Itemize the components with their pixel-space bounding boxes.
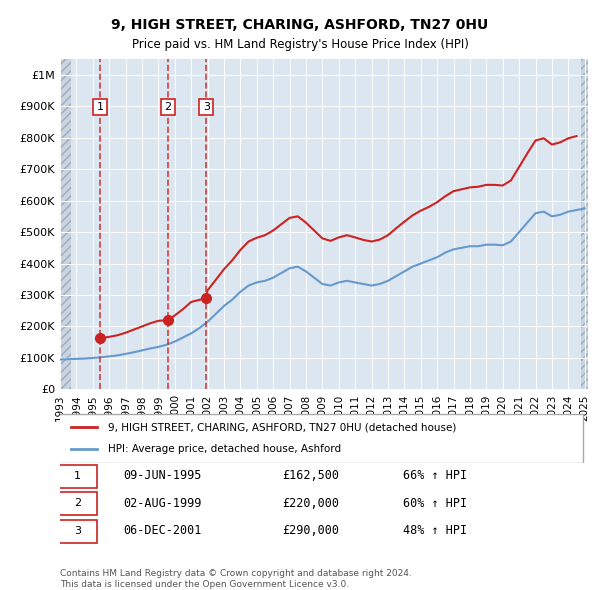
- Text: 3: 3: [203, 102, 210, 112]
- Text: Contains HM Land Registry data © Crown copyright and database right 2024.
This d: Contains HM Land Registry data © Crown c…: [60, 569, 412, 589]
- Text: £162,500: £162,500: [282, 470, 339, 483]
- Bar: [581, 59, 588, 389]
- FancyBboxPatch shape: [58, 520, 97, 543]
- Text: £220,000: £220,000: [282, 497, 339, 510]
- Text: Price paid vs. HM Land Registry's House Price Index (HPI): Price paid vs. HM Land Registry's House …: [131, 38, 469, 51]
- Text: 02-AUG-1999: 02-AUG-1999: [124, 497, 202, 510]
- Text: 2: 2: [164, 102, 172, 112]
- Text: 66% ↑ HPI: 66% ↑ HPI: [403, 470, 467, 483]
- Text: 3: 3: [74, 526, 81, 536]
- Text: 1: 1: [97, 102, 104, 112]
- Text: 06-DEC-2001: 06-DEC-2001: [124, 525, 202, 537]
- Text: 09-JUN-1995: 09-JUN-1995: [124, 470, 202, 483]
- Text: 2: 2: [74, 499, 81, 509]
- FancyBboxPatch shape: [58, 492, 97, 515]
- Text: 1: 1: [74, 471, 81, 481]
- Text: HPI: Average price, detached house, Ashford: HPI: Average price, detached house, Ashf…: [107, 444, 341, 454]
- Text: £290,000: £290,000: [282, 525, 339, 537]
- Text: 48% ↑ HPI: 48% ↑ HPI: [403, 525, 467, 537]
- Text: 9, HIGH STREET, CHARING, ASHFORD, TN27 0HU (detached house): 9, HIGH STREET, CHARING, ASHFORD, TN27 0…: [107, 422, 456, 432]
- Bar: [581, 59, 588, 389]
- Text: 9, HIGH STREET, CHARING, ASHFORD, TN27 0HU: 9, HIGH STREET, CHARING, ASHFORD, TN27 0…: [112, 18, 488, 32]
- Text: 60% ↑ HPI: 60% ↑ HPI: [403, 497, 467, 510]
- Bar: [60, 59, 71, 389]
- FancyBboxPatch shape: [58, 465, 97, 488]
- Bar: [60, 59, 71, 389]
- FancyBboxPatch shape: [55, 414, 583, 463]
